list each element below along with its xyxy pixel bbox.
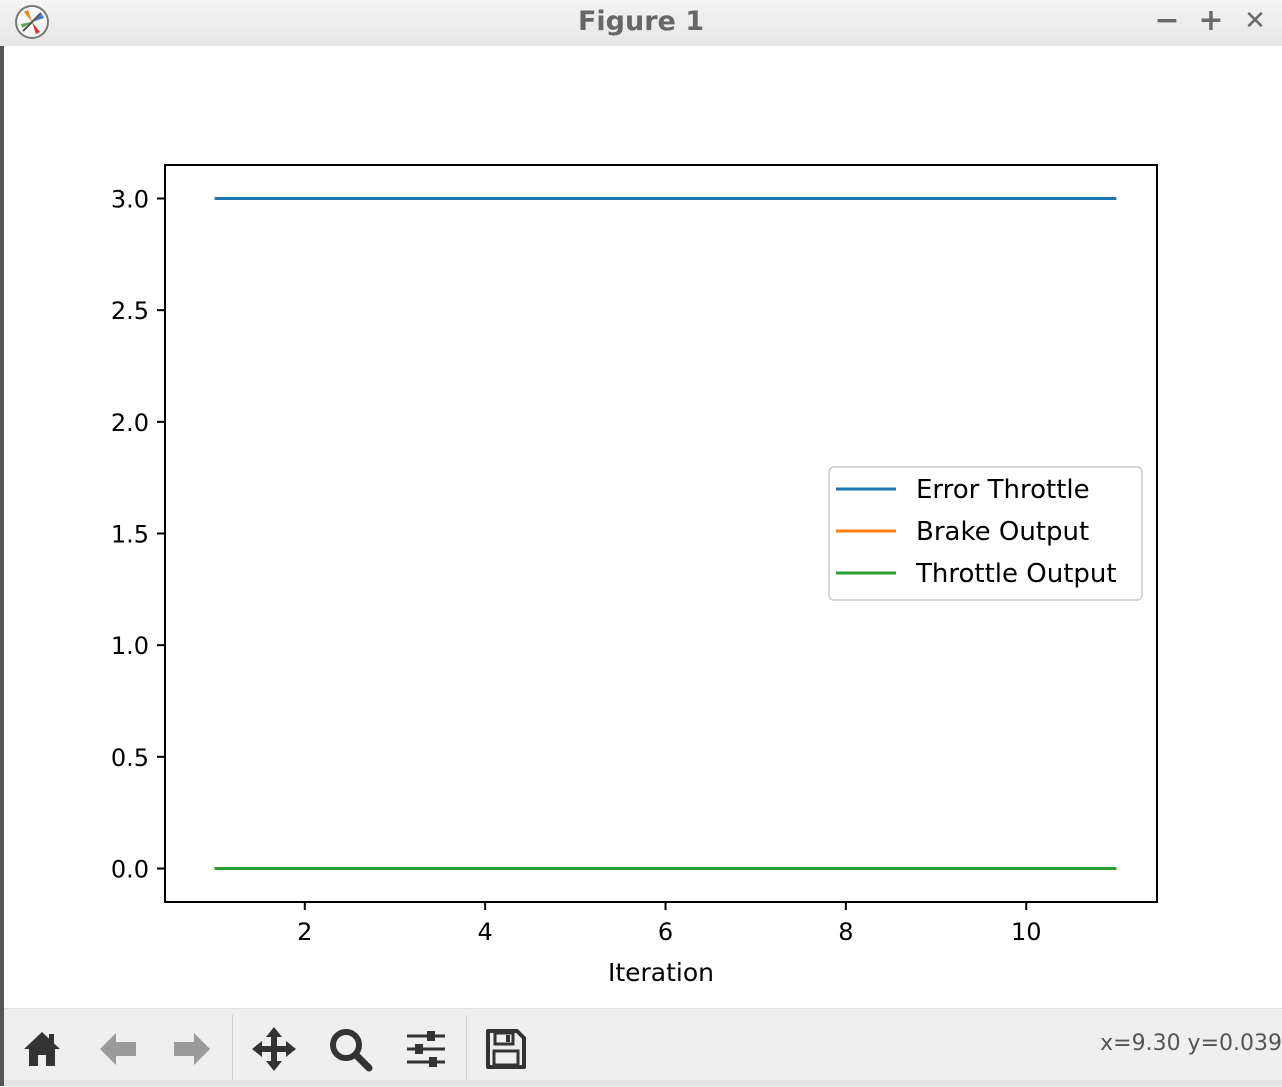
arrow-left-icon [100, 1033, 136, 1065]
title-bar: Figure 1 − + ✕ [0, 0, 1282, 47]
legend-label: Error Throttle [916, 475, 1090, 505]
move-icon [252, 1027, 296, 1071]
y-axis-ticks: 0.0 0.5 1.0 1.5 2.0 2.5 3.0 [111, 186, 165, 884]
back-button[interactable] [92, 1023, 144, 1075]
maximize-button[interactable]: + [1198, 3, 1224, 38]
y-tick-label: 2.5 [111, 297, 149, 325]
floppy-disk-icon [486, 1029, 526, 1069]
x-axis-label: Iteration [608, 958, 714, 987]
pan-button[interactable] [248, 1023, 300, 1075]
sliders-icon [407, 1031, 445, 1067]
line-chart: 2 4 6 8 10 0.0 0.5 1.0 1.5 2.0 2.5 3.0 Iteration E… [111, 164, 1158, 987]
legend-label: Brake Output [916, 517, 1089, 547]
y-tick-label: 1.0 [111, 632, 149, 660]
x-axis-ticks: 2 4 6 8 10 [297, 902, 1042, 946]
minimize-button[interactable]: − [1154, 3, 1180, 38]
home-icon [24, 1032, 60, 1066]
toolbar-separator [232, 1015, 233, 1081]
y-tick-label: 1.5 [111, 521, 149, 549]
window-title: Figure 1 [577, 6, 705, 37]
navigation-toolbar: x=9.30 y=0.039 [4, 1008, 1282, 1087]
home-button[interactable] [16, 1023, 68, 1075]
y-tick-label: 2.0 [111, 409, 149, 437]
configure-subplots-button[interactable] [400, 1023, 452, 1075]
x-tick-label: 8 [838, 918, 853, 946]
magnifier-icon [330, 1029, 373, 1072]
y-tick-label: 0.5 [111, 744, 149, 772]
x-tick-label: 6 [658, 918, 673, 946]
forward-button[interactable] [166, 1023, 218, 1075]
x-tick-label: 10 [1011, 918, 1042, 946]
series-layer [214, 197, 1117, 870]
window-border [0, 46, 4, 1086]
save-button[interactable] [480, 1023, 532, 1075]
close-button[interactable]: ✕ [1244, 6, 1266, 36]
figure-canvas[interactable]: 2 4 6 8 10 0.0 0.5 1.0 1.5 2.0 2.5 3.0 Iteration E… [4, 46, 1282, 1008]
legend-label: Throttle Output [915, 559, 1117, 589]
window-bottom-border [4, 1080, 1282, 1086]
legend-frame [828, 466, 1143, 601]
toolbar-separator [466, 1015, 467, 1081]
y-tick-label: 0.0 [111, 856, 149, 884]
legend: Error Throttle Brake Output Throttle Outpu… [828, 466, 1143, 601]
cursor-coordinates: x=9.30 y=0.039 [1100, 1031, 1282, 1056]
x-tick-label: 2 [297, 918, 312, 946]
y-tick-label: 3.0 [111, 186, 149, 214]
x-tick-label: 4 [478, 918, 493, 946]
matplotlib-icon[interactable] [14, 4, 50, 40]
arrow-right-icon [174, 1033, 210, 1065]
zoom-button[interactable] [324, 1023, 376, 1075]
